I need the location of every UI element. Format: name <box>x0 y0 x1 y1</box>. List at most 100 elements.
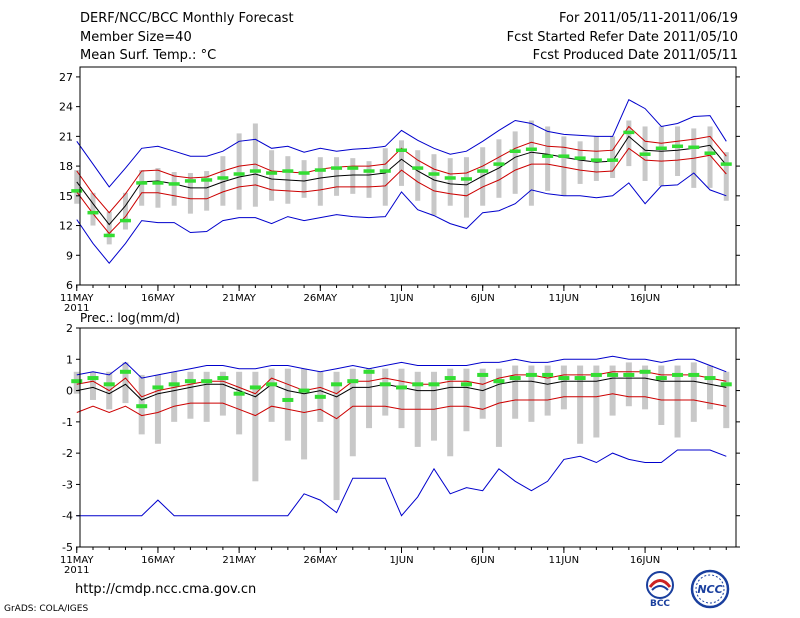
temp-member-marker <box>428 172 440 176</box>
precip-spread-box <box>690 362 697 422</box>
temp-spread-box <box>366 161 372 198</box>
temp-spread-box <box>463 157 469 218</box>
temp-spread-box <box>139 170 145 206</box>
temp-line-max <box>76 99 727 188</box>
ncc-logo-text: NCC <box>697 583 722 596</box>
temp-plot-frame <box>79 66 737 286</box>
precip-spread-box <box>707 365 714 410</box>
temp-member-marker <box>314 168 326 172</box>
temp-spread-box <box>74 170 80 204</box>
precip-spread-box <box>236 371 243 435</box>
precip-spread-box <box>171 371 178 422</box>
precip-member-marker <box>363 369 375 374</box>
precip-member-marker <box>184 379 196 384</box>
precip-spread-box <box>528 365 535 422</box>
precip-year-label: 2011 <box>64 565 89 576</box>
precip-line-lower <box>76 393 727 420</box>
temp-member-marker <box>704 151 716 155</box>
temp-x-tick-label: 21MAY <box>222 293 256 304</box>
temp-spread-box <box>269 150 275 201</box>
temp-member-marker <box>152 181 164 185</box>
precip-spread-box <box>333 371 340 501</box>
temp-line-lower <box>76 147 727 235</box>
precip-spread-box <box>577 365 584 444</box>
temp-spread-box <box>675 126 681 176</box>
temp-spread-box <box>220 156 226 206</box>
temp-spread-box <box>317 157 323 206</box>
temp-spread-box <box>106 211 112 245</box>
precip-spread-box <box>366 368 373 429</box>
temp-member-marker <box>574 156 586 160</box>
temp-panel: 6 9 12 15 18 21 24 27 11MAY 16MAY 21MAY 26MAY 1JUN 6J… <box>59 66 740 314</box>
temp-spread-box <box>252 123 258 207</box>
precip-member-marker <box>460 382 472 387</box>
temp-member-marker <box>201 178 213 182</box>
temp-member-marker <box>119 218 131 223</box>
precip-spread-box <box>560 365 567 410</box>
precip-spread-box <box>284 368 291 441</box>
temp-member-marker <box>639 152 651 156</box>
footer-url[interactable]: http://cmdp.ncc.cma.gov.cn <box>75 582 257 597</box>
forecast-started-date: Fcst Started Refer Date 2011/05/10 <box>506 30 738 45</box>
precip-member-marker <box>672 372 684 377</box>
temp-member-marker <box>542 154 554 158</box>
temp-member-marker <box>184 179 196 183</box>
temp-panel-title: Mean Surf. Temp.: °C <box>80 48 217 63</box>
precip-spread-box <box>479 368 486 419</box>
precip-y-tick-label: 1 <box>66 353 73 366</box>
precip-spread-box <box>430 371 437 441</box>
temp-x-tick-label: 11MAY <box>60 293 94 304</box>
precip-member-marker <box>396 385 408 390</box>
precip-member-marker <box>71 379 83 384</box>
temp-y-tick-label: 24 <box>59 101 73 114</box>
precip-member-marker <box>314 394 326 399</box>
precip-member-marker <box>298 388 310 393</box>
chart-title: DERF/NCC/BCC Monthly Forecast <box>80 11 294 26</box>
temp-spread-box <box>512 131 518 194</box>
precip-member-marker <box>607 372 619 377</box>
precip-spread-box <box>187 371 194 419</box>
temp-y-tick-label: 12 <box>59 220 73 233</box>
precip-member-marker <box>152 385 164 390</box>
precip-y-tick-label: -5 <box>62 541 73 554</box>
precip-spread-box <box>625 362 632 407</box>
temp-member-marker <box>493 162 505 166</box>
precip-spread-box <box>723 371 730 429</box>
precip-x-tick-label: 21MAY <box>222 555 256 566</box>
precip-line-upper <box>76 371 727 398</box>
temp-spread-box <box>610 136 616 178</box>
bcc-logo: BCC <box>646 571 674 608</box>
temp-member-marker <box>379 169 391 173</box>
precip-member-marker <box>119 369 131 374</box>
precip-plot-frame <box>79 327 737 548</box>
precip-member-marker <box>217 376 229 381</box>
temp-spread-box <box>399 140 405 186</box>
precip-member-marker <box>477 372 489 377</box>
precip-member-marker <box>412 382 424 387</box>
temp-spread-box <box>447 158 453 206</box>
precip-y-tick-label: -2 <box>62 447 73 460</box>
precip-spread-box <box>447 368 454 457</box>
temp-x-tick-label: 6JUN <box>471 293 495 304</box>
precip-x-tick-label: 11MAY <box>60 555 94 566</box>
precip-spread-box <box>398 368 405 429</box>
temp-x-tick-label: 1JUN <box>389 293 413 304</box>
temp-member-marker <box>71 189 83 193</box>
precip-spread-box <box>609 365 616 416</box>
bcc-logo-text: BCC <box>650 599 670 608</box>
temp-line-mean <box>76 135 727 226</box>
temp-spread-box <box>122 192 128 230</box>
precip-spread-box <box>301 368 308 460</box>
temp-y-tick-label: 9 <box>66 249 73 262</box>
temp-spread-box <box>90 192 96 226</box>
temp-member-marker <box>103 233 115 238</box>
temp-member-marker <box>233 172 245 176</box>
temp-member-marker <box>477 169 489 173</box>
precip-member-marker <box>233 391 245 396</box>
temp-spread-box <box>658 126 664 186</box>
precip-x-tick-label: 26MAY <box>304 555 338 566</box>
temp-member-marker <box>298 171 310 175</box>
precip-member-marker <box>249 385 261 390</box>
temp-member-marker <box>444 176 456 180</box>
precip-y-tick-label: -1 <box>62 416 73 429</box>
